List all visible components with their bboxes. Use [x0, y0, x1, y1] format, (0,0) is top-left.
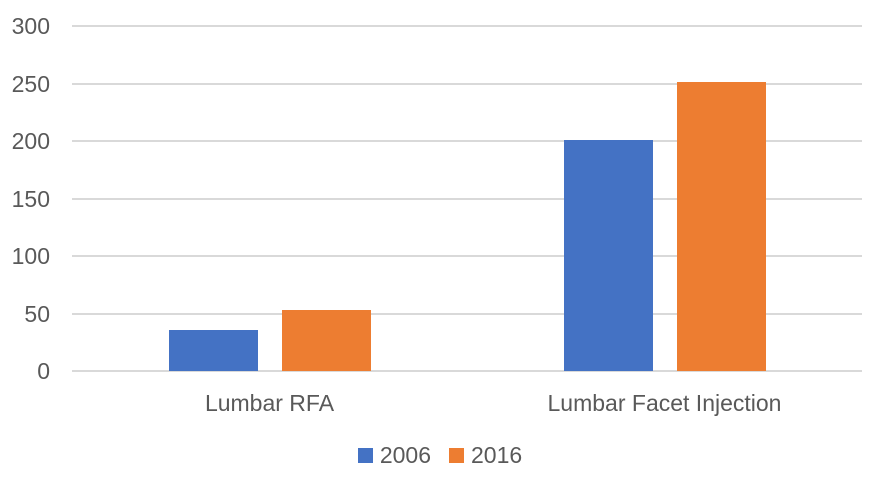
y-axis-tick-label: 200 — [11, 128, 50, 154]
legend-item-2016: 2016 — [449, 442, 522, 469]
gridline-150 — [72, 197, 862, 200]
x-axis: Lumbar RFA Lumbar Facet Injection — [72, 390, 862, 417]
plot-area — [72, 25, 862, 372]
legend-swatch-icon — [449, 448, 464, 463]
x-axis-label: Lumbar Facet Injection — [547, 390, 782, 416]
bar-2016-lumbar-rfa — [281, 310, 371, 371]
gridline-250 — [72, 82, 862, 85]
x-axis-label: Lumbar RFA — [204, 390, 335, 416]
bar-2016-lumbar-facet-injection — [676, 82, 766, 371]
bar-2006-lumbar-facet-injection — [563, 139, 653, 371]
legend-label: 2006 — [379, 442, 431, 468]
legend-swatch-icon — [357, 448, 373, 463]
bar-group-lumbar-rfa — [72, 26, 467, 371]
bar-2006-lumbar-rfa — [168, 329, 258, 371]
gridline-50 — [72, 312, 862, 315]
gridline-0 — [72, 370, 862, 372]
gridline-100 — [72, 255, 862, 257]
legend-label: 2016 — [471, 442, 523, 468]
y-axis-tick-label: 300 — [11, 13, 50, 39]
y-axis-tick-label: 50 — [24, 300, 50, 327]
y-axis-tick-label: 0 — [37, 358, 50, 384]
legend-item-2006: 2006 — [357, 442, 431, 469]
y-axis-tick-label: 150 — [11, 185, 50, 212]
gridline-300 — [72, 25, 862, 27]
gridline-200 — [72, 140, 862, 142]
y-axis-tick-label: 250 — [11, 70, 50, 97]
legend: 2006 2016 — [0, 442, 880, 469]
y-axis-tick-label: 100 — [11, 243, 50, 269]
bar-group-lumbar-facet-injection — [467, 26, 862, 371]
